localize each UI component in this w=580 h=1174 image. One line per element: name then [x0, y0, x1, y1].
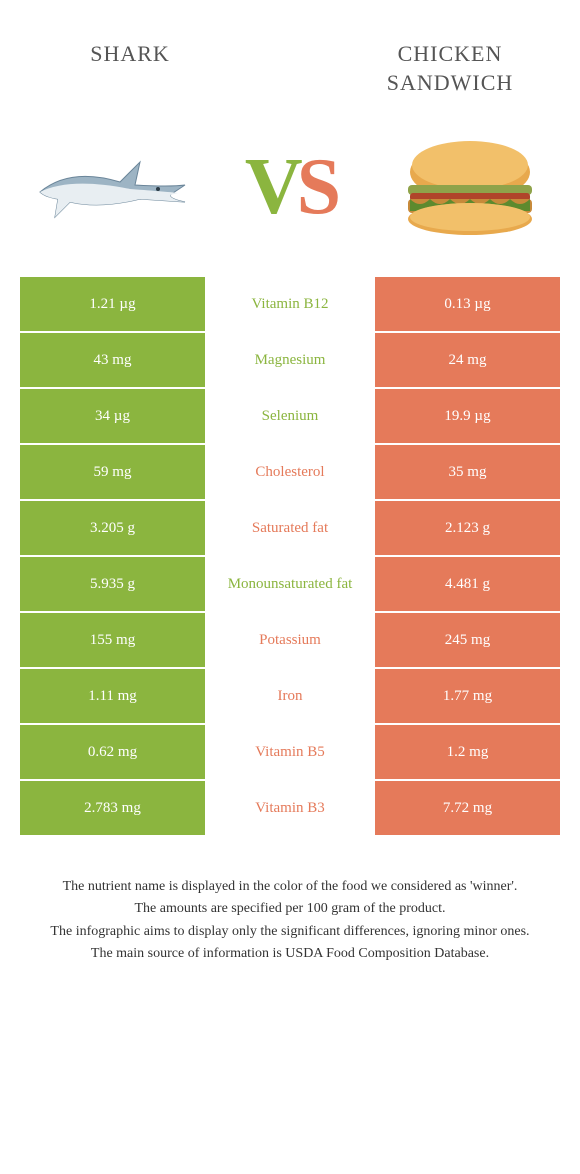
- nutrient-label: Magnesium: [205, 333, 375, 387]
- right-food-title: Chicken sandwich: [350, 40, 550, 97]
- table-row: 155 mgPotassium245 mg: [20, 613, 560, 667]
- left-value: 2.783 mg: [20, 781, 205, 835]
- left-value: 1.21 µg: [20, 277, 205, 331]
- right-value: 1.77 mg: [375, 669, 560, 723]
- hero-row: VS: [0, 117, 580, 277]
- nutrient-label: Vitamin B12: [205, 277, 375, 331]
- sandwich-icon: [390, 127, 550, 247]
- table-row: 1.21 µgVitamin B120.13 µg: [20, 277, 560, 331]
- table-row: 2.783 mgVitamin B37.72 mg: [20, 781, 560, 835]
- right-value: 4.481 g: [375, 557, 560, 611]
- right-value: 35 mg: [375, 445, 560, 499]
- right-value: 1.2 mg: [375, 725, 560, 779]
- titles-row: Shark Chicken sandwich: [0, 0, 580, 117]
- table-row: 5.935 gMonounsaturated fat4.481 g: [20, 557, 560, 611]
- right-value: 19.9 µg: [375, 389, 560, 443]
- left-value: 3.205 g: [20, 501, 205, 555]
- vs-v-letter: V: [245, 142, 297, 233]
- table-row: 59 mgCholesterol35 mg: [20, 445, 560, 499]
- nutrient-label: Selenium: [205, 389, 375, 443]
- left-value: 155 mg: [20, 613, 205, 667]
- right-value: 24 mg: [375, 333, 560, 387]
- footnote-line: The infographic aims to display only the…: [40, 922, 540, 942]
- left-value: 34 µg: [20, 389, 205, 443]
- table-row: 0.62 mgVitamin B51.2 mg: [20, 725, 560, 779]
- left-value: 43 mg: [20, 333, 205, 387]
- shark-icon: [30, 127, 190, 247]
- nutrient-label: Vitamin B3: [205, 781, 375, 835]
- left-value: 0.62 mg: [20, 725, 205, 779]
- nutrient-label: Cholesterol: [205, 445, 375, 499]
- nutrient-label: Potassium: [205, 613, 375, 667]
- nutrient-label: Saturated fat: [205, 501, 375, 555]
- right-value: 7.72 mg: [375, 781, 560, 835]
- table-row: 3.205 gSaturated fat2.123 g: [20, 501, 560, 555]
- right-value: 245 mg: [375, 613, 560, 667]
- table-row: 43 mgMagnesium24 mg: [20, 333, 560, 387]
- nutrient-label: Monounsaturated fat: [205, 557, 375, 611]
- vs-s-letter: S: [297, 142, 336, 233]
- right-value: 0.13 µg: [375, 277, 560, 331]
- footnote-line: The amounts are specified per 100 gram o…: [40, 899, 540, 919]
- left-food-title: Shark: [30, 40, 230, 97]
- nutrient-label: Iron: [205, 669, 375, 723]
- left-value: 5.935 g: [20, 557, 205, 611]
- footnotes: The nutrient name is displayed in the co…: [0, 837, 580, 964]
- table-row: 1.11 mgIron1.77 mg: [20, 669, 560, 723]
- left-value: 1.11 mg: [20, 669, 205, 723]
- footnote-line: The nutrient name is displayed in the co…: [40, 877, 540, 897]
- footnote-line: The main source of information is USDA F…: [40, 944, 540, 964]
- left-value: 59 mg: [20, 445, 205, 499]
- right-value: 2.123 g: [375, 501, 560, 555]
- vs-label: VS: [245, 142, 335, 233]
- table-row: 34 µgSelenium19.9 µg: [20, 389, 560, 443]
- nutrient-label: Vitamin B5: [205, 725, 375, 779]
- nutrient-table: 1.21 µgVitamin B120.13 µg43 mgMagnesium2…: [0, 277, 580, 835]
